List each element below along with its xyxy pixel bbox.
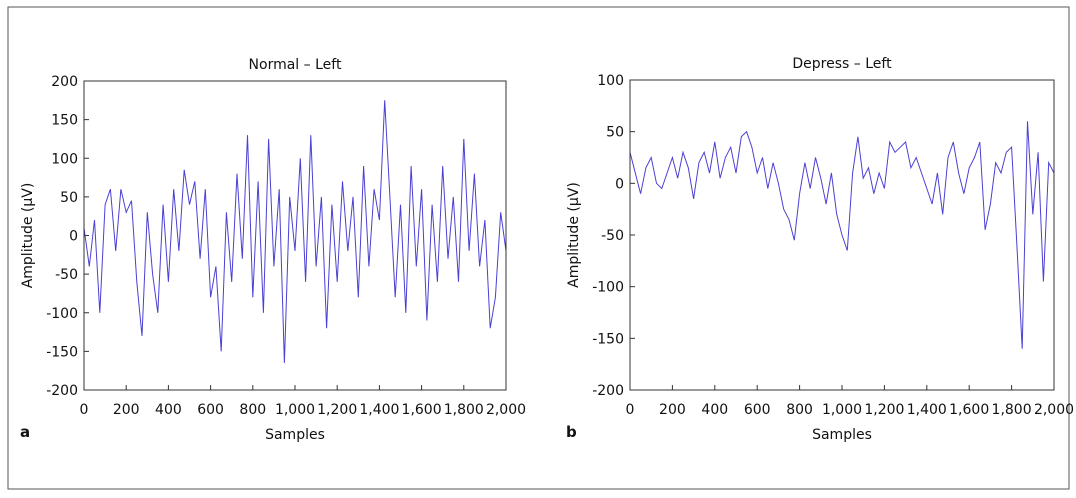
y-tick-label: 100 bbox=[51, 151, 78, 167]
figure-border bbox=[7, 6, 1070, 490]
y-tick-label: -100 bbox=[592, 280, 624, 296]
y-tick-label: 50 bbox=[606, 125, 624, 141]
x-tick-label: 1,000 bbox=[822, 402, 862, 418]
y-tick-label: 0 bbox=[615, 176, 624, 192]
y-tick-label: -150 bbox=[592, 331, 624, 347]
y-tick-label: -50 bbox=[55, 267, 78, 283]
panel-label: a bbox=[20, 423, 30, 441]
x-tick-label: 1,200 bbox=[864, 402, 904, 418]
y-tick-label: 200 bbox=[51, 74, 78, 90]
signal-line bbox=[83, 100, 507, 364]
plot-frame bbox=[83, 80, 507, 391]
plot-frame bbox=[629, 79, 1055, 391]
x-tick-label: 0 bbox=[626, 402, 635, 418]
x-tick-label: 200 bbox=[659, 402, 686, 418]
x-tick-label: 1,400 bbox=[359, 402, 399, 418]
x-tick-label: 200 bbox=[113, 402, 140, 418]
y-tick-label: -50 bbox=[601, 228, 624, 244]
x-tick-label: 1,200 bbox=[317, 402, 357, 418]
x-axis-label: Samples bbox=[812, 427, 872, 443]
x-tick-label: 800 bbox=[786, 402, 813, 418]
x-tick-label: 0 bbox=[80, 402, 89, 418]
x-tick-label: 1,400 bbox=[907, 402, 947, 418]
x-tick-label: 600 bbox=[744, 402, 771, 418]
x-tick-label: 1,000 bbox=[275, 402, 315, 418]
x-tick-label: 600 bbox=[197, 402, 224, 418]
x-tick-label: 400 bbox=[701, 402, 728, 418]
y-tick-label: 100 bbox=[597, 73, 624, 89]
panel-label: b bbox=[566, 423, 577, 441]
chart-title: Depress – Left bbox=[792, 56, 892, 72]
x-axis-label: Samples bbox=[265, 427, 325, 443]
chart-title: Normal – Left bbox=[249, 57, 342, 73]
y-tick-label: -100 bbox=[46, 306, 78, 322]
y-tick-label: -200 bbox=[46, 383, 78, 399]
x-tick-label: 1,800 bbox=[444, 402, 484, 418]
x-tick-label: 400 bbox=[155, 402, 182, 418]
y-tick-label: -200 bbox=[592, 383, 624, 399]
y-tick-label: 0 bbox=[69, 229, 78, 245]
y-axis-label: Amplitude (μV) bbox=[20, 183, 36, 289]
y-axis-label: Amplitude (μV) bbox=[566, 182, 582, 288]
x-tick-label: 2,000 bbox=[486, 402, 526, 418]
y-tick-label: -150 bbox=[46, 344, 78, 360]
x-tick-label: 1,600 bbox=[949, 402, 989, 418]
y-tick-label: 150 bbox=[51, 113, 78, 129]
signal-line bbox=[629, 121, 1055, 349]
x-tick-label: 800 bbox=[239, 402, 266, 418]
x-tick-label: 1,600 bbox=[402, 402, 442, 418]
y-tick-label: 50 bbox=[60, 190, 78, 206]
x-tick-label: 2,000 bbox=[1034, 402, 1074, 418]
x-tick-label: 1,800 bbox=[992, 402, 1032, 418]
